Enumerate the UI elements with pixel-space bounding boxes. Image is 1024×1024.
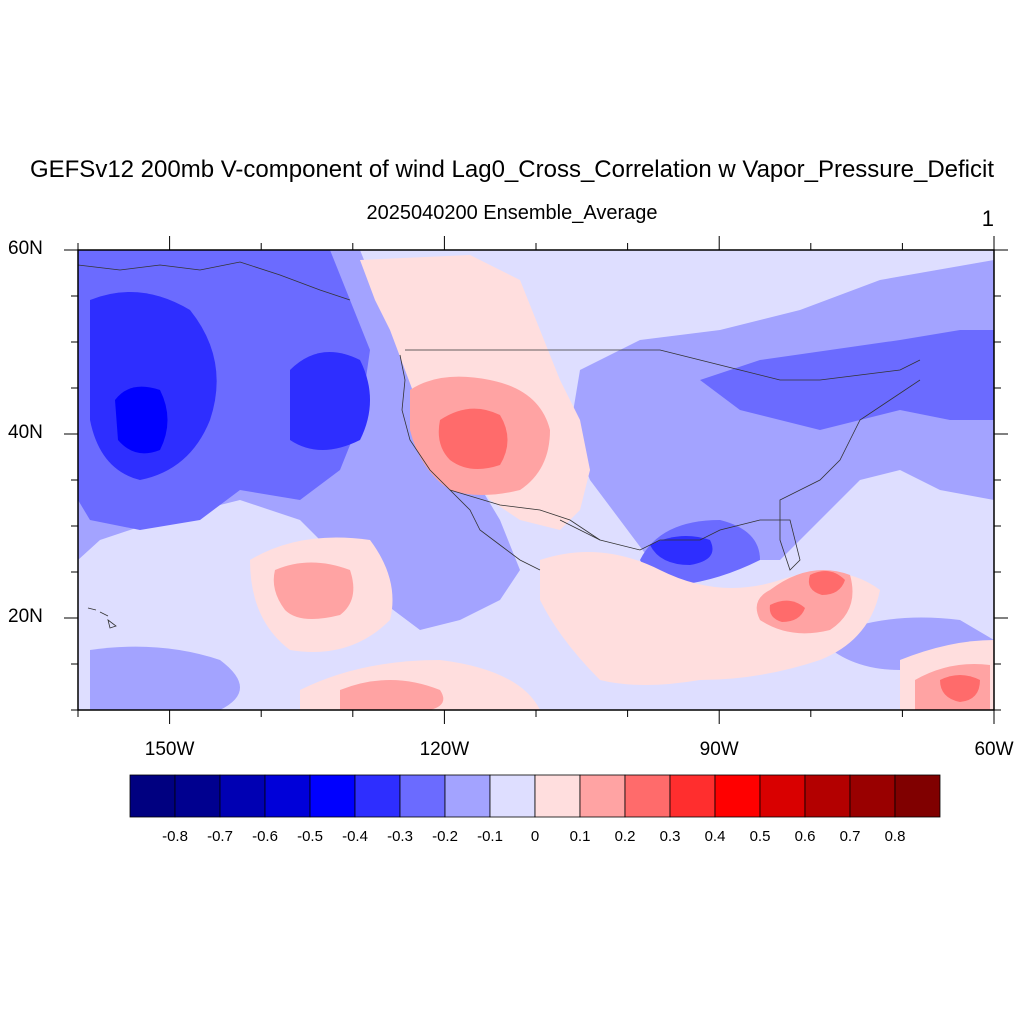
colorbar-swatch	[804, 774, 851, 818]
lat-label: 60N	[8, 238, 43, 259]
contour-tropical-blue-patch	[90, 646, 240, 710]
colorbar-swatch	[399, 774, 446, 818]
contour-southeast-red	[940, 675, 980, 702]
colorbar-swatch	[309, 774, 356, 818]
main-title: GEFSv12 200mb V-component of wind Lag0_C…	[29, 156, 995, 183]
alaska-coast	[78, 261, 351, 301]
colorbar-swatch	[219, 774, 266, 818]
contour-south-pink-core	[340, 680, 444, 710]
contour-greatlakes-blue	[700, 330, 994, 430]
colorbar-label: -0.4	[342, 828, 368, 845]
colorbar-swatch	[714, 774, 761, 818]
colorbar-swatch	[534, 774, 581, 818]
colorbar-label: 0.7	[839, 828, 861, 845]
colorbar-label: -0.8	[162, 828, 188, 845]
lon-label: 120W	[419, 739, 470, 760]
colorbar-swatch	[849, 774, 896, 818]
colorbar-label: 0.1	[569, 828, 591, 845]
colorbar-swatch	[174, 774, 221, 818]
mexico-border	[449, 489, 601, 541]
colorbar-swatch	[489, 774, 536, 818]
lat-label: 20N	[8, 606, 43, 627]
colorbar-label: 0.2	[614, 828, 636, 845]
lon-label: 90W	[699, 739, 739, 760]
colorbar-swatch	[354, 774, 401, 818]
gulf-coast-outline	[559, 379, 921, 571]
colorbar-swatch	[624, 774, 671, 818]
contour-pacific-deep-blue-inner	[115, 386, 168, 454]
colorbar-swatch	[129, 774, 176, 818]
colorbar-swatch	[669, 774, 716, 818]
geography-outlines	[78, 261, 921, 629]
colorbar-label: 0	[530, 828, 540, 845]
colorbar	[129, 774, 941, 818]
colorbar-swatch	[444, 774, 491, 818]
colorbar-label: 0.5	[749, 828, 771, 845]
colorbar-label: 0.6	[794, 828, 816, 845]
contour-bahamas-red	[808, 571, 845, 595]
subtitle: 2025040200 Ensemble_Average	[366, 202, 658, 224]
colorbar-swatch	[579, 774, 626, 818]
contour-pacific-pink-core	[273, 562, 354, 619]
lon-label: 60W	[974, 739, 1014, 760]
lon-label: 150W	[144, 739, 195, 760]
colorbar-label: -0.2	[432, 828, 458, 845]
hawaii-islands	[87, 607, 117, 629]
colorbar-label: -0.1	[477, 828, 503, 845]
colorbar-swatch	[264, 774, 311, 818]
contour-caribbean-red	[769, 600, 805, 622]
panel-label: 1	[981, 206, 994, 231]
contour-nevada-red	[438, 408, 508, 469]
colorbar-label: -0.7	[207, 828, 233, 845]
axis-ticks	[64, 236, 1008, 724]
colorbar-label: -0.6	[252, 828, 278, 845]
colorbar-label: -0.3	[387, 828, 413, 845]
lat-label: 40N	[8, 422, 43, 443]
colorbar-label: 0.8	[884, 828, 906, 845]
colorbar-label: 0.4	[704, 828, 726, 845]
contour-gulf-deep-blue	[650, 536, 713, 565]
colorbar-swatch	[894, 774, 941, 818]
us-canada-border	[405, 349, 921, 381]
correlation-field	[78, 250, 994, 710]
colorbar-swatch	[759, 774, 806, 818]
colorbar-label: -0.5	[297, 828, 323, 845]
contour-offshore-deep-blue	[290, 352, 370, 450]
colorbar-label: 0.3	[659, 828, 681, 845]
